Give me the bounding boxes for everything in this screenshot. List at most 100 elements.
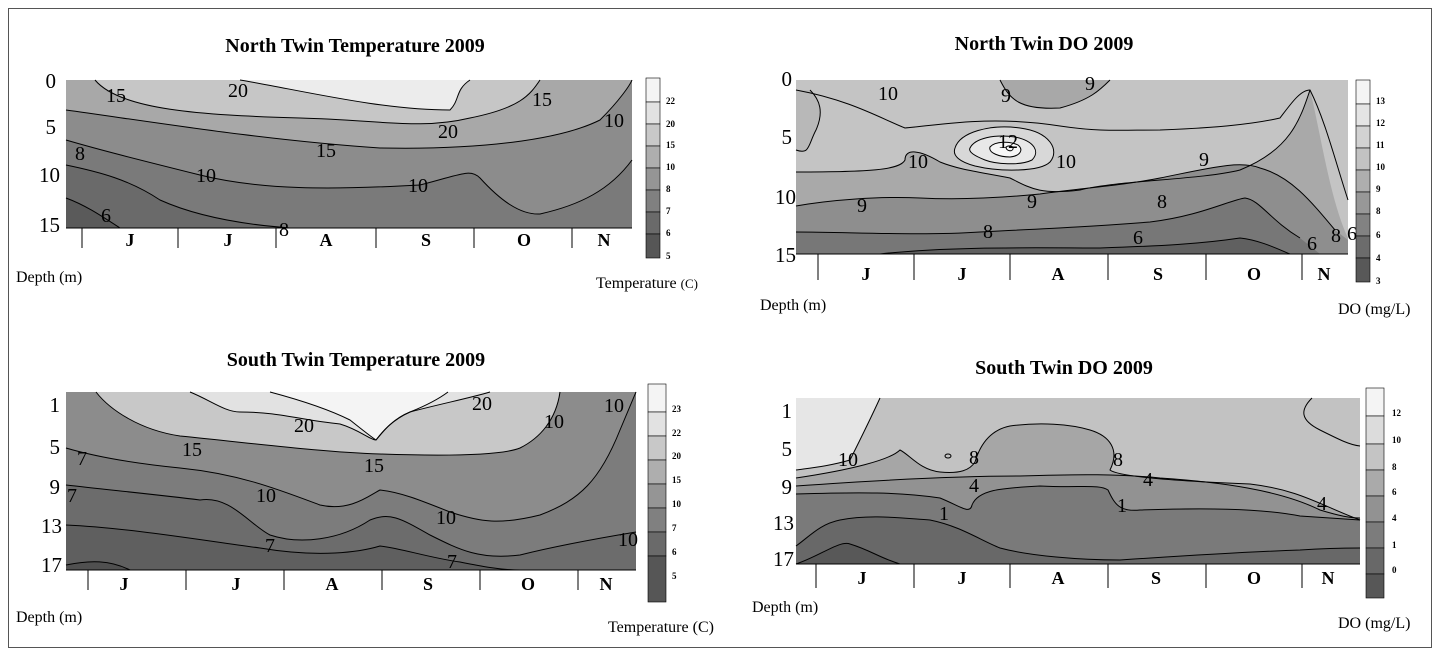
contour-label: 4 [1143, 469, 1153, 491]
y-tick-label: 0 [782, 67, 793, 91]
colorbar: 13 12 11 10 9 8 6 4 3 [1355, 79, 1386, 286]
contour-label: 8 [1113, 449, 1123, 471]
contour-label: 20 [294, 415, 314, 437]
colorbar-tick: 3 [1376, 276, 1381, 286]
plot-area [795, 397, 1361, 565]
contour-label: 10 [1056, 151, 1076, 173]
contour-label: 10 [196, 165, 216, 187]
colorbar-tick: 8 [1392, 462, 1397, 472]
y-tick-label: 0 [46, 69, 57, 93]
x-tick-label: J [232, 574, 241, 594]
y-tick-label: 1 [782, 399, 793, 423]
colorbar-tick: 10 [672, 499, 682, 509]
contour-labels: 20 20 15 15 10 7 10 10 10 7 7 7 10 [67, 393, 638, 573]
y-tick-label: 17 [41, 553, 62, 577]
contour-label: 1 [939, 503, 949, 525]
colorbar-tick: 6 [1376, 230, 1381, 240]
y-tick-label: 17 [773, 547, 794, 571]
y-axis: 0 5 10 15 [775, 67, 796, 267]
y-axis-label: Depth (m) [16, 269, 82, 286]
colorbar-tick: 10 [666, 162, 676, 172]
colorbar-tick: 22 [666, 96, 676, 106]
colorbar-label: Temperature (C) [596, 275, 698, 292]
colorbar-label: DO (mg/L) [1338, 301, 1410, 318]
contour-label: 8 [279, 219, 289, 241]
chart-north-twin-do: North Twin DO 2009 [760, 33, 1410, 318]
contour-label: 6 [1133, 227, 1143, 249]
colorbar-tick: 10 [1376, 162, 1386, 172]
x-tick-label: J [224, 230, 233, 250]
y-axis-label: Depth (m) [752, 599, 818, 616]
x-tick-label: A [1052, 568, 1065, 588]
contour-label: 15 [182, 439, 202, 461]
y-tick-label: 5 [50, 435, 61, 459]
contour-label: 20 [228, 80, 248, 102]
contour-labels: 20 15 15 20 15 10 8 10 10 8 6 [75, 80, 624, 241]
contour-label: 6 [1307, 233, 1317, 255]
chart-south-twin-temperature: South Twin Temperature 2009 20 20 [16, 349, 714, 636]
contour-label: 6 [1347, 223, 1357, 245]
x-tick-label: A [326, 574, 339, 594]
x-axis: J J A S O N [796, 253, 1348, 284]
contour-label: 8 [1157, 191, 1167, 213]
colorbar-tick: 8 [666, 184, 671, 194]
y-tick-label: 5 [782, 437, 793, 461]
colorbar-tick: 6 [666, 228, 671, 238]
colorbar-tick: 9 [1376, 184, 1381, 194]
x-tick-label: J [958, 264, 967, 284]
contour-label: 10 [604, 110, 624, 132]
contour-label: 9 [857, 195, 867, 217]
colorbar-tick: 5 [672, 571, 677, 581]
colorbar-tick: 20 [672, 451, 682, 461]
colorbar-label: DO (mg/L) [1338, 615, 1410, 632]
contour-label: 9 [1027, 191, 1037, 213]
x-tick-label: N [1322, 568, 1335, 588]
x-tick-label: N [598, 230, 611, 250]
contour-label: 4 [1317, 493, 1327, 515]
chart-title: South Twin DO 2009 [975, 357, 1153, 379]
colorbar-tick: 20 [666, 119, 676, 129]
contour-label: 6 [101, 205, 111, 227]
colorbar-tick: 6 [1392, 487, 1397, 497]
colorbar-tick: 7 [672, 523, 677, 533]
x-tick-label: O [1247, 568, 1261, 588]
colorbar-tick: 5 [666, 251, 671, 261]
contour-label: 10 [618, 529, 638, 551]
x-tick-label: O [521, 574, 535, 594]
contour-labels: 10 9 9 12 10 10 9 9 9 8 8 6 6 8 6 [857, 73, 1357, 255]
y-tick-label: 15 [775, 243, 796, 267]
plot-area [65, 391, 637, 571]
contour-label: 10 [436, 507, 456, 529]
colorbar-tick: 4 [1392, 513, 1397, 523]
x-tick-label: N [1318, 264, 1331, 284]
plot-area [65, 79, 633, 229]
contour-label: 10 [544, 411, 564, 433]
y-tick-label: 10 [39, 163, 60, 187]
y-tick-label: 1 [50, 393, 61, 417]
colorbar: 23 22 20 15 10 7 6 5 [647, 383, 682, 603]
y-tick-label: 9 [50, 475, 61, 499]
contour-label: 1 [1117, 495, 1127, 517]
x-tick-label: A [320, 230, 333, 250]
contour-label: 8 [969, 447, 979, 469]
chart-south-twin-do: South Twin DO 2009 10 8 8 [752, 357, 1410, 632]
colorbar-tick: 4 [1376, 253, 1381, 263]
colorbar-label: Temperature (C) [608, 619, 714, 636]
chart-title: North Twin Temperature 2009 [225, 35, 484, 57]
contour-label: 7 [265, 535, 275, 557]
y-tick-label: 5 [46, 115, 57, 139]
colorbar-tick: 22 [672, 428, 682, 438]
x-tick-label: O [517, 230, 531, 250]
colorbar-tick: 12 [1392, 408, 1402, 418]
contour-label: 7 [77, 448, 87, 470]
contour-label: 12 [998, 131, 1018, 153]
x-tick-label: J [958, 568, 967, 588]
contour-label: 7 [67, 485, 77, 507]
y-tick-label: 10 [775, 185, 796, 209]
y-axis: 1 5 9 13 17 [41, 393, 62, 577]
contour-label: 9 [1199, 149, 1209, 171]
contour-label: 15 [364, 455, 384, 477]
x-tick-label: J [862, 264, 871, 284]
contour-label: 10 [256, 485, 276, 507]
contour-labels: 10 8 8 4 4 1 1 4 [838, 447, 1327, 525]
